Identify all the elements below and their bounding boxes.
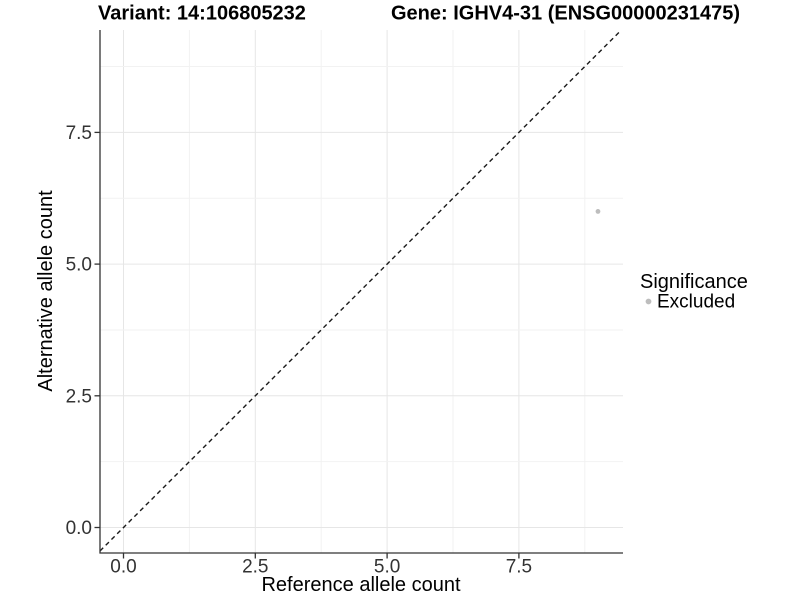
x-axis-title: Reference allele count — [261, 574, 460, 596]
axis-lines — [99, 30, 623, 554]
y-tick-label: 0.0 — [66, 518, 92, 539]
x-tick-label: 2.5 — [242, 557, 268, 578]
axes-lines-and-ticks — [94, 30, 623, 559]
x-tick-label: 7.5 — [506, 557, 532, 578]
plot-title-variant: Variant: 14:106805232 — [98, 3, 306, 25]
data-point — [595, 209, 601, 214]
identity-dashed-line — [99, 29, 622, 552]
legend-key-excluded-icon — [645, 298, 652, 305]
x-tick-labels: 0.0 2.5 5.0 7.5 — [110, 557, 532, 578]
y-axis-title: Alternative allele count — [35, 190, 57, 392]
data-points — [595, 209, 601, 214]
legend-label-excluded: Excluded — [657, 292, 735, 313]
legend-title: Significance — [640, 271, 748, 293]
y-tick-label: 2.5 — [66, 386, 92, 407]
y-tick-label: 5.0 — [66, 255, 92, 276]
gridlines — [100, 30, 623, 553]
x-tick-label: 0.0 — [110, 557, 136, 578]
x-tick-label: 5.0 — [374, 557, 400, 578]
y-tick-labels: 0.0 2.5 5.0 7.5 — [66, 123, 92, 539]
plot-title-gene: Gene: IGHV4-31 (ENSG00000231475) — [391, 3, 740, 25]
y-tick-label: 7.5 — [66, 123, 92, 144]
